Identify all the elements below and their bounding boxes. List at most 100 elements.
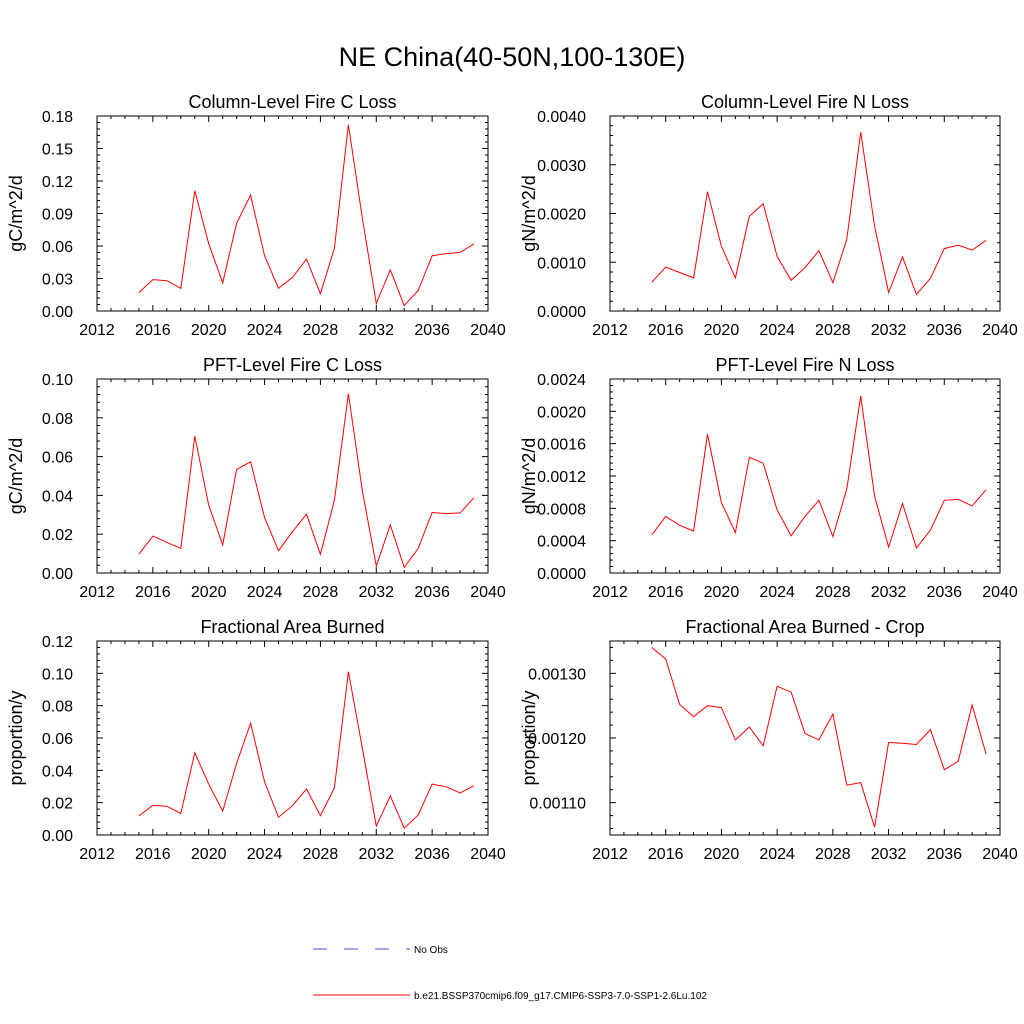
plot-frame: [609, 378, 1001, 574]
x-tick-label: 2040: [982, 322, 1018, 339]
x-tick-label: 2036: [926, 584, 962, 601]
x-tick-label: 2028: [303, 846, 339, 863]
x-tick-label: 2016: [648, 584, 684, 601]
x-tick-label: 2016: [135, 846, 171, 863]
y-axis-label: gC/m^2/d: [6, 438, 26, 514]
x-tick-label: 2032: [358, 584, 394, 601]
y-tick-label: 0.0000: [537, 304, 586, 321]
y-tick-label: 0.0004: [537, 534, 586, 551]
x-tick-label: 2024: [247, 846, 283, 863]
x-tick-label: 2028: [815, 584, 851, 601]
y-tick-label: 0.10: [42, 666, 73, 683]
x-tick-label: 2040: [470, 846, 506, 863]
panel-column-fire-n-loss: Column-Level Fire N Loss gN/m^2/d 2012 2016…: [519, 92, 1018, 339]
y-tick-label: 0.0020: [537, 207, 586, 224]
panel-fractional-area-burned-crop: Fractional Area Burned - Crop proportion/…: [519, 617, 1018, 863]
y-tick-label: 0.0030: [537, 158, 586, 175]
y-tick-label: 0.0000: [537, 566, 586, 583]
y-tick-label: 0.08: [42, 411, 73, 428]
x-tick-label: 2024: [247, 322, 283, 339]
x-tick-label: 2012: [592, 584, 628, 601]
series-line: [138, 393, 475, 569]
x-tick-label: 2028: [815, 846, 851, 863]
x-tick-label: 2016: [648, 846, 684, 863]
y-tick-label: 0.0024: [537, 372, 586, 389]
x-tick-label: 2036: [414, 846, 450, 863]
x-tick-label: 2012: [79, 322, 115, 339]
x-tick-label: 2040: [470, 322, 506, 339]
y-tick-label: 0.0020: [537, 404, 586, 421]
series-line: [138, 671, 475, 830]
y-tick-label: 0.06: [42, 731, 73, 748]
y-tick-label: 0.15: [42, 142, 73, 159]
y-tick-label: 0.0016: [537, 437, 586, 454]
x-tick-label: 2040: [982, 584, 1018, 601]
y-tick-label: 0.06: [42, 239, 73, 256]
x-tick-label: 2020: [191, 846, 227, 863]
x-tick-label: 2012: [592, 322, 628, 339]
y-tick-label: 0.00: [42, 828, 73, 845]
x-tick-label: 2032: [358, 846, 394, 863]
x-tick-label: 2020: [191, 584, 227, 601]
panel-column-fire-c-loss: Column-Level Fire C Loss gC/m^2/d 2012 2016…: [6, 92, 506, 339]
y-tick-label: 0.06: [42, 450, 73, 467]
x-tick-label: 2024: [759, 322, 795, 339]
x-tick-label: 2024: [759, 846, 795, 863]
x-tick-label: 2036: [926, 846, 962, 863]
panel-title: PFT-Level Fire N Loss: [715, 355, 894, 375]
legend: No Obs b.e21.BSSP370cmip6.f09_g17.CMIP6-…: [313, 945, 707, 1002]
y-tick-label: 0.00: [42, 304, 73, 321]
x-tick-label: 2032: [358, 322, 394, 339]
y-tick-label: 0.12: [42, 634, 73, 651]
y-axis-label: proportion/y: [519, 690, 539, 785]
y-tick-label: 0.18: [42, 109, 73, 126]
y-tick-label: 0.04: [42, 763, 73, 780]
x-tick-label: 2020: [704, 322, 740, 339]
y-axis-label: proportion/y: [6, 690, 26, 785]
y-axis-label: gC/m^2/d: [6, 175, 26, 251]
series-line: [138, 124, 475, 307]
y-tick-label: 0.10: [42, 372, 73, 389]
x-tick-label: 2012: [79, 584, 115, 601]
x-tick-label: 2016: [135, 322, 171, 339]
series-line: [651, 647, 987, 828]
x-tick-label: 2012: [592, 846, 628, 863]
panel-title: Fractional Area Burned - Crop: [685, 617, 924, 637]
y-axis-label: gN/m^2/d: [519, 175, 539, 251]
x-tick-label: 2040: [982, 846, 1018, 863]
x-tick-label: 2032: [871, 846, 907, 863]
panel-pft-fire-n-loss: PFT-Level Fire N Loss gN/m^2/d 2012 2016 202…: [519, 355, 1018, 601]
y-tick-label: 0.00: [42, 566, 73, 583]
panel-title: PFT-Level Fire C Loss: [203, 355, 382, 375]
x-tick-label: 2020: [704, 846, 740, 863]
y-tick-label: 0.04: [42, 488, 73, 505]
plot-frame: [609, 115, 1001, 312]
y-axis-label: gN/m^2/d: [519, 438, 539, 514]
y-tick-label: 0.00110: [529, 796, 586, 813]
x-tick-label: 2028: [303, 584, 339, 601]
series-line: [651, 132, 987, 296]
x-tick-label: 2036: [414, 322, 450, 339]
y-tick-label: 0.0040: [537, 109, 586, 126]
x-tick-label: 2032: [871, 322, 907, 339]
x-tick-label: 2016: [135, 584, 171, 601]
y-tick-label: 0.0010: [537, 255, 586, 272]
x-tick-label: 2032: [871, 584, 907, 601]
panel-title: Column-Level Fire N Loss: [701, 92, 909, 112]
legend-label-model-run: b.e21.BSSP370cmip6.f09_g17.CMIP6-SSP3-7.…: [414, 991, 707, 1002]
x-tick-label: 2024: [247, 584, 283, 601]
panel-title: Fractional Area Burned: [200, 617, 384, 637]
x-tick-label: 2012: [79, 846, 115, 863]
x-tick-label: 2040: [470, 584, 506, 601]
x-tick-label: 2020: [704, 584, 740, 601]
panel-fractional-area-burned: Fractional Area Burned proportion/y 2012 20…: [6, 617, 506, 863]
y-tick-label: 0.0012: [537, 469, 586, 486]
x-tick-label: 2016: [648, 322, 684, 339]
x-tick-label: 2024: [759, 584, 795, 601]
y-tick-label: 0.02: [42, 527, 73, 544]
x-tick-label: 2028: [303, 322, 339, 339]
plot-frame: [96, 378, 489, 574]
panel-pft-fire-c-loss: PFT-Level Fire C Loss gC/m^2/d 2012 2016 202…: [6, 355, 506, 601]
y-tick-label: 0.08: [42, 699, 73, 716]
